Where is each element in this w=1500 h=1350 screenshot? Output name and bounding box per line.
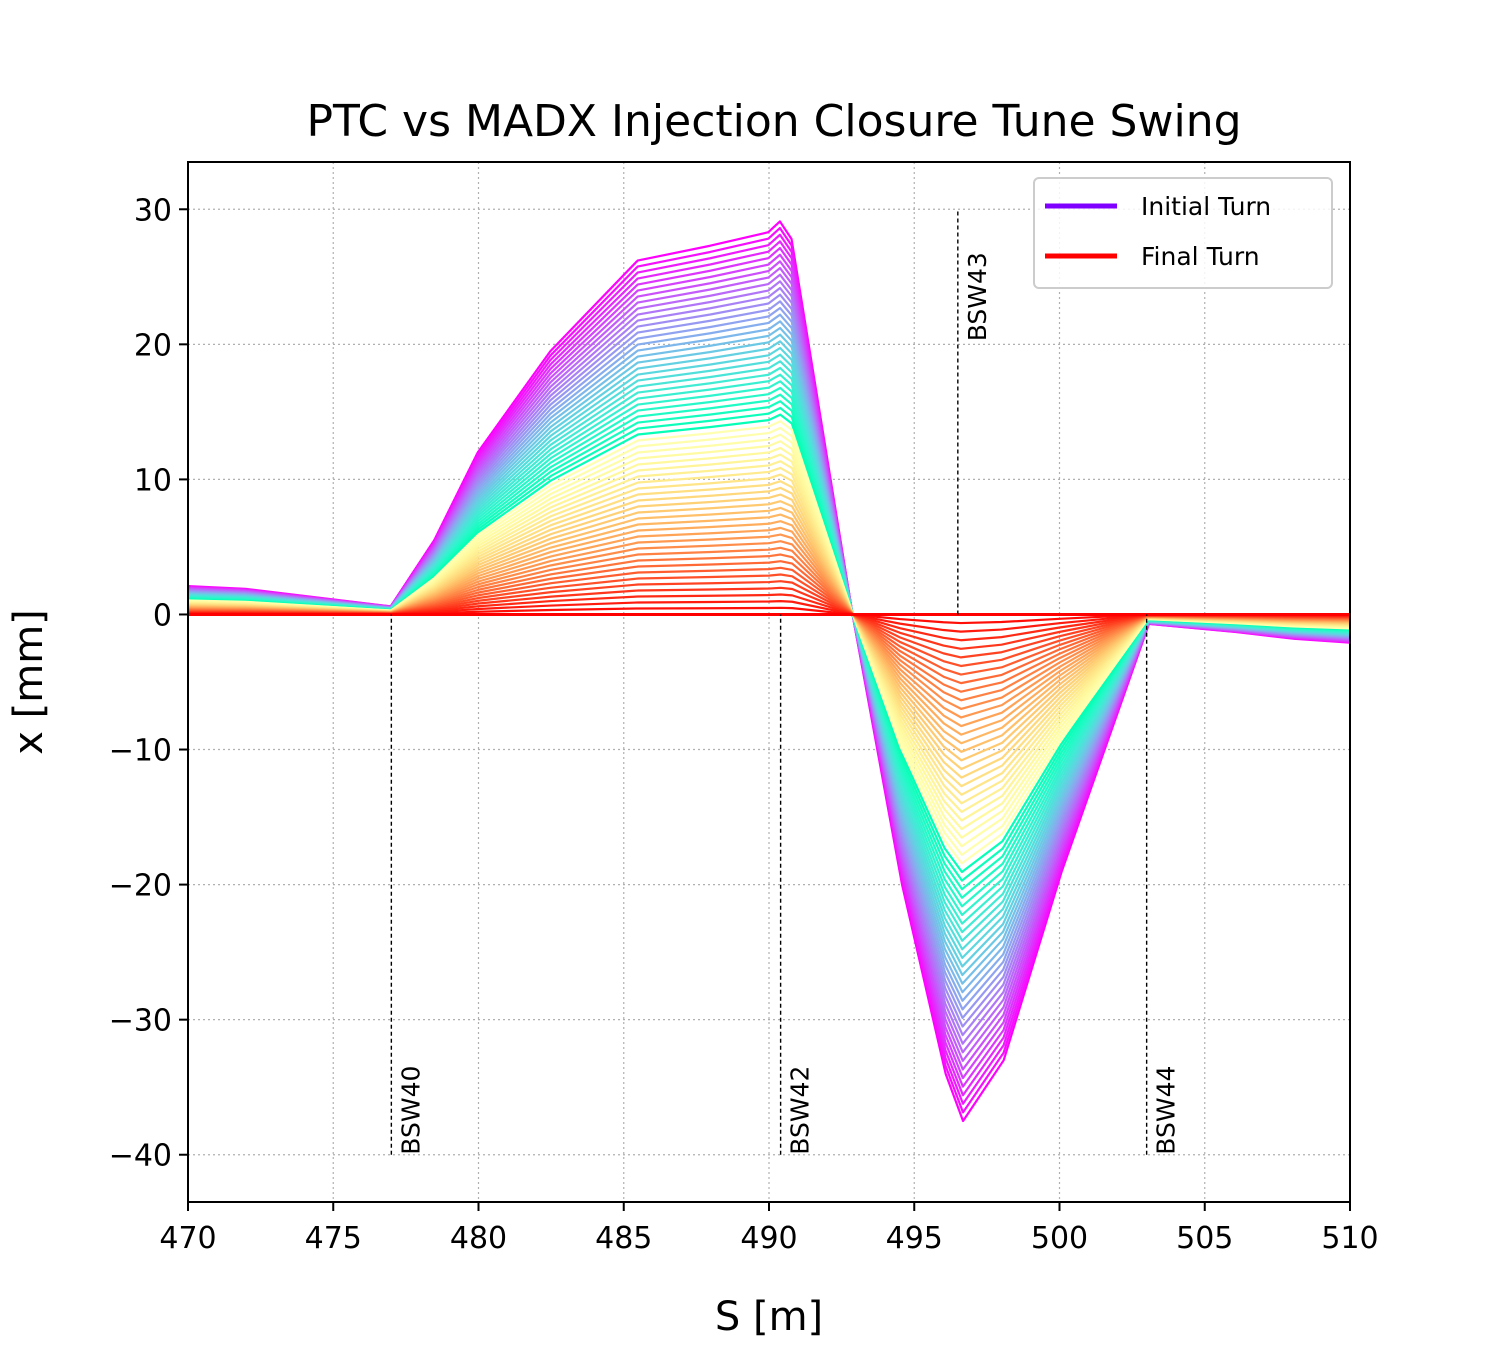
y-axis-label: x [mm] [6, 609, 52, 755]
y-tick-label: 0 [153, 598, 172, 633]
y-tick-label: −40 [109, 1139, 172, 1174]
turn-line [188, 480, 1350, 788]
x-tick-label: 485 [595, 1221, 652, 1256]
x-tick-label: 500 [1031, 1221, 1088, 1256]
turn-line [188, 260, 1350, 1071]
turn-line [188, 500, 1350, 762]
turn-line [188, 240, 1350, 1097]
turn-line [188, 313, 1350, 1002]
turn-line [188, 400, 1350, 891]
x-tick-label: 490 [740, 1221, 797, 1256]
turn-line [188, 600, 1350, 633]
marker-label: BSW42 [786, 1066, 815, 1155]
turn-line [188, 300, 1350, 1020]
turn-line [188, 593, 1350, 642]
x-tick-label: 475 [305, 1221, 362, 1256]
turn-line [188, 486, 1350, 779]
marker-label: BSW43 [963, 252, 992, 341]
x-tick-label: 480 [450, 1221, 507, 1256]
y-tick-label: 20 [134, 328, 172, 363]
x-tick-label: 505 [1176, 1221, 1233, 1256]
turn-line [188, 273, 1350, 1054]
turn-line [188, 546, 1350, 702]
y-tick-label: −20 [109, 869, 172, 904]
turn-line [188, 540, 1350, 711]
turn-line [188, 566, 1350, 676]
x-axis-label: S [m] [715, 1294, 823, 1340]
turn-line [188, 280, 1350, 1045]
grid [188, 162, 1350, 1202]
turn-line [188, 553, 1350, 693]
x-tick-label: 510 [1321, 1221, 1378, 1256]
turn-line [188, 253, 1350, 1080]
turn-line [188, 573, 1350, 668]
x-tick-label: 495 [886, 1221, 943, 1256]
y-tick-label: 30 [134, 193, 172, 228]
legend-label: Initial Turn [1141, 192, 1271, 221]
turn-line [188, 466, 1350, 805]
series-lines [188, 220, 1350, 1123]
turn-line [188, 473, 1350, 796]
turn-line [188, 533, 1350, 719]
turn-line [188, 513, 1350, 745]
marker-label: BSW44 [1152, 1066, 1181, 1155]
turn-line [188, 233, 1350, 1105]
turn-line [188, 520, 1350, 736]
turn-line [188, 320, 1350, 994]
turn-line [188, 293, 1350, 1028]
marker-label: BSW40 [396, 1066, 425, 1155]
chart-title: PTC vs MADX Injection Closure Tune Swing [306, 96, 1241, 147]
y-tick-label: −10 [109, 734, 172, 769]
y-tick-label: 10 [134, 463, 172, 498]
turn-line [188, 506, 1350, 753]
x-tick-label: 470 [159, 1221, 216, 1256]
turn-line [188, 606, 1350, 625]
turn-line [188, 580, 1350, 659]
turn-line [188, 373, 1350, 925]
element-markers: BSW40 BSW42 BSW43 BSW44 [390, 209, 1181, 1155]
turn-line [188, 493, 1350, 771]
axis-ticks: 470 475 480 485 490 495 500 505 510 30 20 10 0 −10 −20… [109, 193, 1379, 1256]
turn-line [188, 586, 1350, 650]
turn-line [188, 560, 1350, 685]
turn-line [188, 433, 1350, 848]
turn-line [188, 220, 1350, 1123]
y-tick-label: −30 [109, 1004, 172, 1039]
legend: Initial Turn Final Turn [1033, 177, 1333, 289]
legend-label: Final Turn [1141, 242, 1260, 271]
turn-line [188, 526, 1350, 728]
